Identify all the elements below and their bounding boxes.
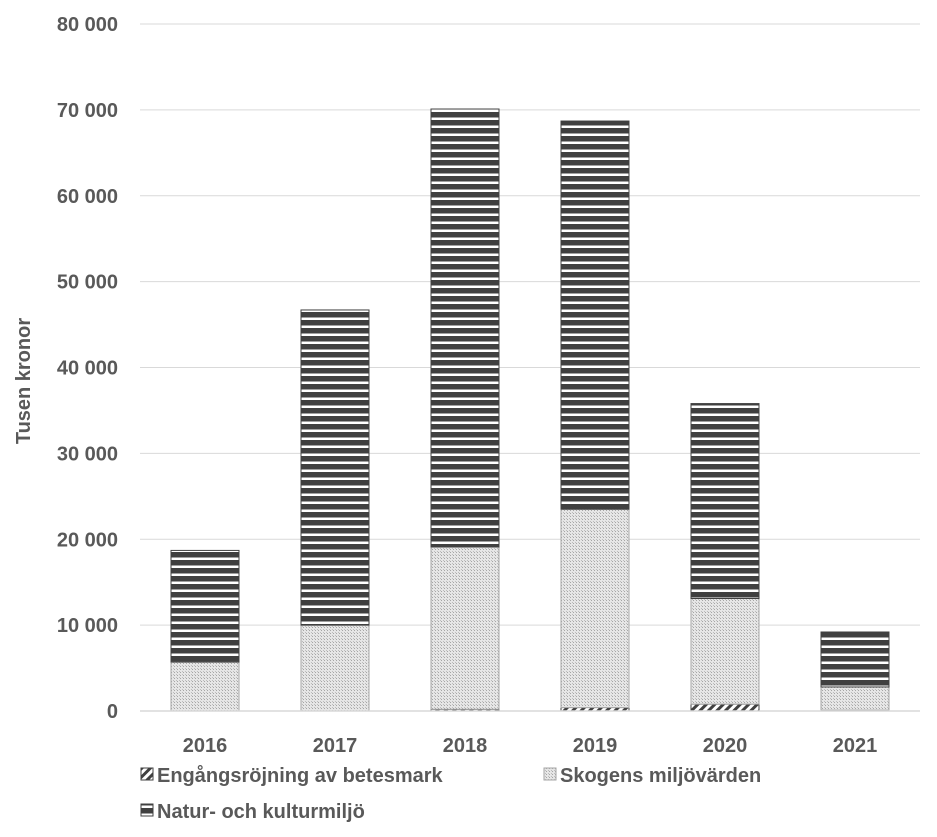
bar-segment [820,686,890,711]
bar-segment [690,598,760,705]
y-tick-label: 40 000 [57,358,118,380]
bar-segment [430,108,500,548]
y-tick-label: 0 [107,701,118,723]
y-axis-label: Tusen kronor [13,318,35,445]
bar-segment [170,549,240,663]
y-tick-label: 60 000 [57,186,118,208]
x-tick-label: 2016 [183,735,228,757]
bar-segment [560,120,630,510]
x-tick-label: 2019 [573,735,618,757]
x-tick-label: 2020 [703,735,748,757]
y-tick-label: 30 000 [57,443,118,465]
y-tick-label: 80 000 [57,14,118,36]
bar-segment [560,508,630,709]
bar-segment [170,661,240,712]
x-tick-label: 2021 [833,735,878,757]
y-tick-label: 10 000 [57,615,118,637]
legend-label: Engångsröjning av betesmark [157,764,444,787]
legend-label: Skogens miljövärden [560,765,761,787]
x-tick-label: 2018 [443,735,488,757]
y-tick-label: 70 000 [57,100,118,122]
y-tick-label: 50 000 [57,272,118,294]
legend-label: Natur- och kulturmiljö [157,801,365,823]
y-tick-label: 20 000 [57,529,118,551]
bar-segment [690,703,760,712]
bar-segment [300,624,370,712]
gridlines [140,23,920,626]
bar-segment [300,309,370,626]
x-tick-label: 2017 [313,735,358,757]
y-axis-ticks: 0 10 000 20 000 30 000 40 000 50 000 60 000 70 … [57,14,118,723]
bar-segment [690,403,760,600]
bars [140,108,920,712]
legend: Engångsröjning av betesmark Skogens miljö… [140,764,761,823]
bar-segment [430,546,500,710]
legend-swatch [140,803,154,817]
bar-segment [820,631,890,688]
x-axis-ticks: 2016 2017 2018 2019 2020 2021 [183,735,878,757]
legend-swatch [543,767,557,781]
legend-swatch [140,767,154,781]
